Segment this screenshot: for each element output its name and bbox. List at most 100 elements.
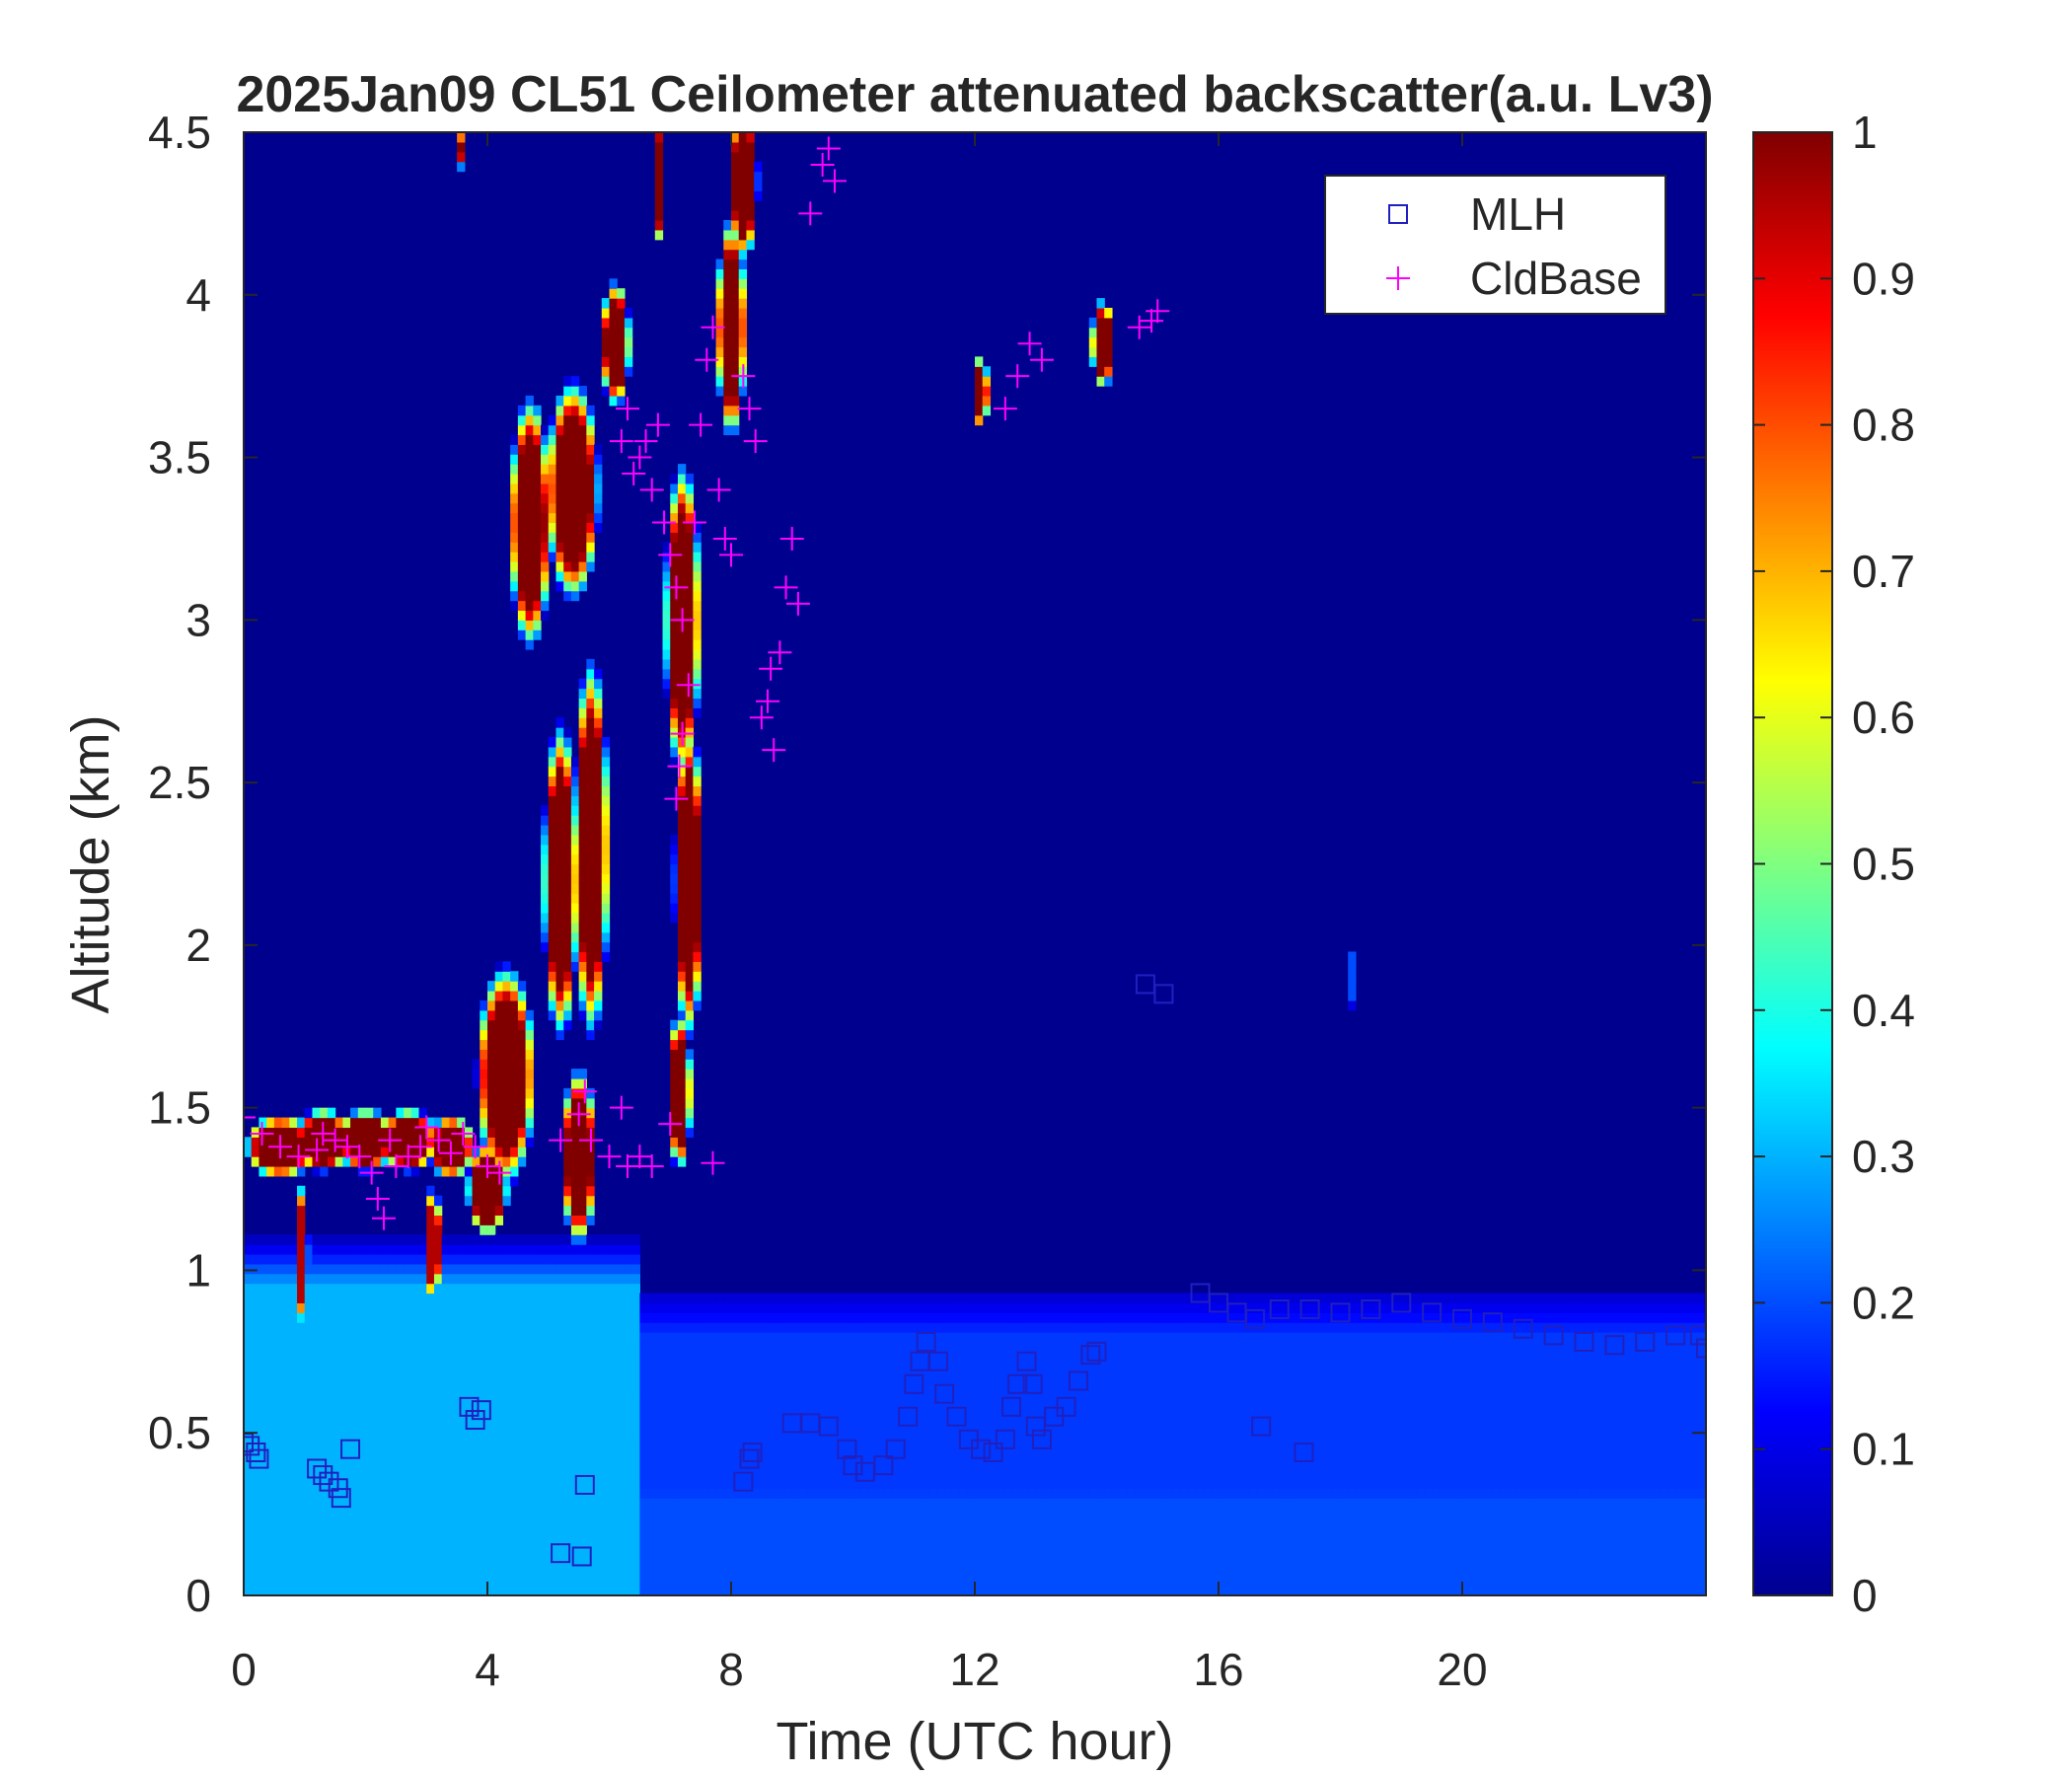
heatmap-cell [586,1283,595,1295]
heatmap-cell [289,1332,298,1343]
heatmap-cell [357,1107,367,1119]
heatmap-cell [647,1488,656,1499]
heatmap-cell [334,1526,343,1538]
heatmap-cell [685,736,695,748]
heatmap-cell [677,1576,687,1587]
heatmap-cell [1004,1439,1014,1450]
heatmap-cell [563,931,572,943]
heatmap-cell [449,1263,458,1275]
heatmap-cell [723,1351,732,1363]
heatmap-cell [404,1370,412,1382]
heatmap-cell [875,1322,884,1333]
heatmap-cell [555,893,564,904]
heatmap-cell [342,1293,351,1303]
heatmap-cell [662,1351,671,1363]
heatmap-cell [1035,1448,1045,1460]
heatmap-cell [281,1488,290,1499]
heatmap-cell [777,1508,785,1518]
heatmap-cell [304,1137,314,1147]
heatmap-cell [441,1253,451,1265]
heatmap-cell [418,1390,427,1401]
heatmap-cell [723,1370,732,1382]
heatmap-cell [601,298,611,309]
heatmap-cell [548,912,557,924]
heatmap-cell [594,492,603,504]
heatmap-cell [670,561,679,572]
heatmap-cell [670,688,679,700]
heatmap-cell [617,1283,626,1295]
heatmap-cell [365,1283,374,1295]
heatmap-cell [777,1312,785,1323]
heatmap-cell [891,1302,900,1313]
heatmap-cell [533,1332,542,1343]
heatmap-cell [563,1117,572,1129]
heatmap-cell [998,1302,1006,1313]
heatmap-cell [998,1478,1006,1489]
heatmap-cell [297,1508,306,1518]
heatmap-cell [921,1322,930,1333]
heatmap-cell [830,1488,839,1499]
heatmap-cell [723,298,732,309]
heatmap-cell [928,1322,938,1333]
heatmap-cell [396,1147,405,1157]
heatmap-cell [662,1586,671,1595]
heatmap-cell [928,1586,938,1595]
heatmap-cell [578,1087,587,1099]
heatmap-cell [754,1410,763,1421]
heatmap-cell [525,620,534,630]
heatmap-cell [624,1361,633,1372]
heatmap-cell [410,1283,420,1295]
heatmap-cell [297,1283,306,1295]
heatmap-cell [677,824,687,836]
heatmap-cell [777,1458,785,1470]
heatmap-cell [480,1508,488,1518]
heatmap-cell [555,824,564,836]
heatmap-cell [830,1302,839,1313]
heatmap-cell [928,1458,938,1470]
heatmap-cell [784,1361,793,1372]
heatmap-cell [510,1536,519,1548]
heatmap-cell [662,1429,671,1441]
heatmap-cell [814,1546,824,1558]
heatmap-cell [693,991,702,1001]
heatmap-cell [259,1253,267,1265]
heatmap-cell [365,1244,374,1255]
heatmap-cell [838,1478,847,1489]
heatmap-cell [502,1576,511,1587]
heatmap-cell [617,1458,626,1470]
heatmap-cell [563,532,572,543]
heatmap-cell [990,1380,999,1391]
heatmap-cell [548,951,557,962]
heatmap-cell [449,1586,458,1595]
heatmap-cell [494,1458,504,1470]
heatmap-cell [875,1546,884,1558]
heatmap-cell [677,853,687,865]
heatmap-cell [609,366,618,377]
heatmap-cell [273,1498,283,1509]
heatmap-cell [852,1410,861,1421]
heatmap-cell [426,1517,435,1528]
heatmap-cell [570,1293,580,1303]
heatmap-cell [426,1429,435,1441]
heatmap-cell [990,1566,999,1577]
heatmap-cell [373,1458,382,1470]
heatmap-cell [480,1137,488,1147]
heatmap-cell [777,1390,785,1401]
heatmap-cell [601,1253,611,1265]
heatmap-cell [555,1009,564,1021]
heatmap-cell [578,1332,587,1343]
heatmap-cell [410,1156,420,1167]
heatmap-cell [738,249,748,260]
heatmap-cell [472,1370,481,1382]
heatmap-cell [838,1332,847,1343]
heatmap-cell [639,1439,648,1450]
heatmap-cell [334,1400,343,1411]
heatmap-cell [502,1498,511,1509]
heatmap-cell [701,1429,709,1441]
heatmap-cell [715,1488,724,1499]
heatmap-cell [586,1351,595,1363]
heatmap-cell [251,1341,260,1353]
heatmap-cell [525,405,534,416]
heatmap-cell [373,1439,382,1450]
heatmap-cell [1012,1420,1021,1431]
